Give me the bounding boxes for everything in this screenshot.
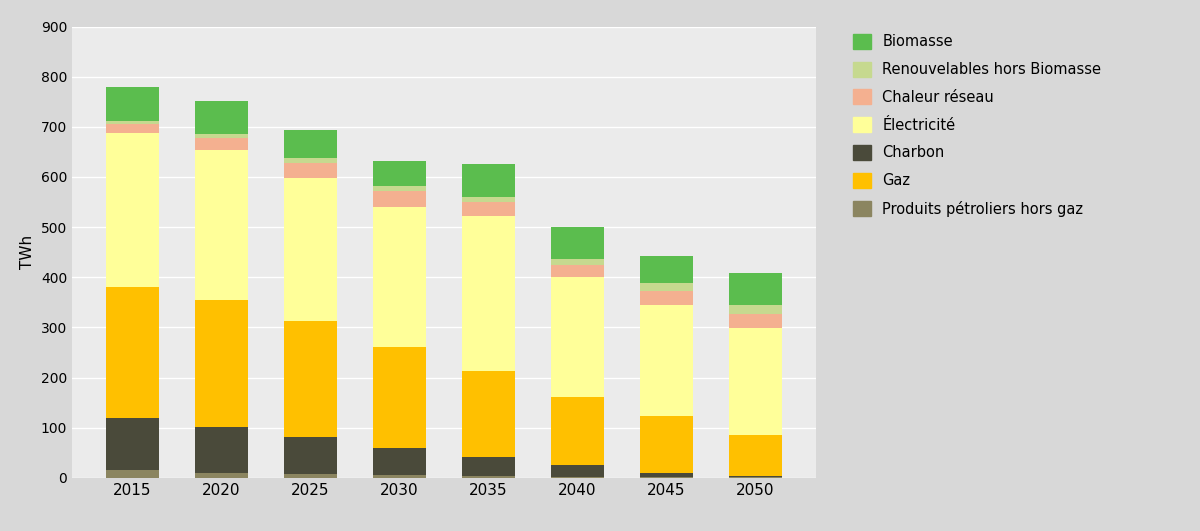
Bar (640, 284, 694, 291)
Bar (106, 122, 160, 124)
Bar (551, 277, 604, 397)
Bar (106, 470, 160, 478)
Bar (551, 265, 604, 277)
Bar (106, 287, 160, 418)
Bar (462, 476, 515, 478)
Bar (551, 397, 604, 465)
Bar (640, 256, 694, 284)
Bar (462, 216, 515, 371)
Bar (728, 305, 782, 314)
Bar (640, 477, 694, 478)
Bar (551, 259, 604, 265)
Bar (284, 438, 337, 474)
Legend: Biomasse, Renouvelables hors Biomasse, Chaleur réseau, Électricité, Charbon, Gaz: Biomasse, Renouvelables hors Biomasse, C… (853, 34, 1102, 217)
Bar (728, 314, 782, 328)
Bar (106, 87, 160, 122)
Bar (728, 328, 782, 435)
Bar (551, 465, 604, 477)
Bar (106, 124, 160, 133)
Bar (106, 418, 160, 470)
Bar (194, 138, 248, 150)
Bar (640, 473, 694, 477)
Bar (462, 371, 515, 457)
Bar (640, 305, 694, 416)
Bar (462, 197, 515, 202)
Bar (551, 227, 604, 259)
Bar (373, 191, 426, 207)
Bar (728, 476, 782, 477)
Bar (194, 427, 248, 473)
Bar (373, 185, 426, 191)
Bar (728, 273, 782, 305)
Bar (551, 477, 604, 478)
Bar (284, 131, 337, 158)
Bar (194, 300, 248, 427)
Bar (194, 134, 248, 138)
Bar (194, 150, 248, 300)
Bar (284, 178, 337, 321)
Y-axis label: TWh: TWh (20, 235, 35, 269)
Bar (462, 457, 515, 476)
Bar (373, 347, 426, 448)
Bar (194, 101, 248, 134)
Bar (284, 158, 337, 163)
Bar (284, 321, 337, 438)
Bar (462, 165, 515, 197)
Bar (106, 133, 160, 287)
Bar (284, 474, 337, 478)
Bar (373, 207, 426, 347)
Bar (373, 475, 426, 478)
Bar (462, 202, 515, 216)
Bar (640, 291, 694, 305)
Bar (194, 473, 248, 478)
Bar (284, 163, 337, 178)
Bar (373, 161, 426, 185)
Bar (373, 448, 426, 475)
Bar (728, 435, 782, 476)
Bar (640, 416, 694, 473)
